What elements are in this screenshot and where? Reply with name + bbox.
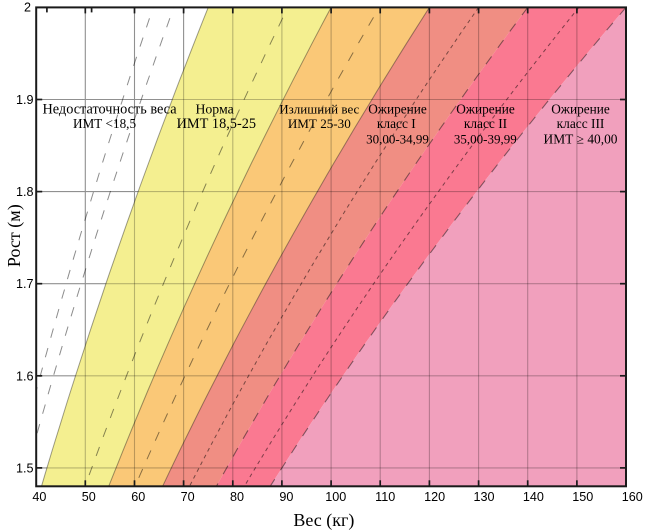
svg-text:1.5: 1.5: [16, 461, 34, 475]
svg-text:Рост (м): Рост (м): [4, 204, 25, 267]
svg-text:Недостаточность веса: Недостаточность веса: [42, 101, 177, 117]
svg-text:ИМТ 18,5-25: ИМТ 18,5-25: [177, 116, 256, 132]
svg-text:110: 110: [375, 490, 395, 504]
svg-text:Норма: Норма: [195, 101, 233, 116]
svg-text:1.6: 1.6: [16, 369, 34, 383]
svg-text:Ожирение: Ожирение: [368, 101, 427, 116]
svg-text:120: 120: [424, 490, 445, 504]
svg-text:35,00-39,99: 35,00-39,99: [454, 131, 517, 146]
svg-text:Ожирение: Ожирение: [551, 101, 610, 116]
svg-text:1.7: 1.7: [16, 277, 34, 291]
svg-text:Ожирение: Ожирение: [456, 101, 515, 116]
svg-text:40: 40: [32, 490, 46, 504]
svg-text:класс I: класс I: [377, 116, 416, 131]
svg-text:30,00-34,99: 30,00-34,99: [366, 131, 429, 146]
svg-text:класс II: класс II: [464, 116, 507, 131]
svg-text:80: 80: [230, 490, 244, 504]
svg-text:50: 50: [82, 490, 96, 504]
svg-text:130: 130: [473, 490, 494, 504]
svg-text:90: 90: [279, 490, 293, 504]
svg-text:1.8: 1.8: [16, 185, 34, 199]
svg-text:140: 140: [523, 490, 544, 504]
svg-text:1.9: 1.9: [16, 93, 34, 107]
svg-text:150: 150: [572, 490, 593, 504]
svg-text:Излишний вес: Излишний вес: [279, 101, 359, 116]
svg-text:2: 2: [24, 1, 31, 15]
svg-text:класс III: класс III: [557, 116, 605, 131]
svg-text:160: 160: [622, 490, 643, 504]
svg-text:ИМТ ≥ 40,00: ИМТ ≥ 40,00: [544, 131, 618, 146]
svg-text:100: 100: [325, 490, 346, 504]
svg-text:Вес (кг): Вес (кг): [293, 510, 354, 531]
svg-text:ИМТ 25-30: ИМТ 25-30: [288, 116, 351, 131]
svg-text:70: 70: [181, 490, 195, 504]
svg-text:60: 60: [131, 490, 145, 504]
svg-text:ИМТ <18,5: ИМТ <18,5: [73, 116, 137, 131]
